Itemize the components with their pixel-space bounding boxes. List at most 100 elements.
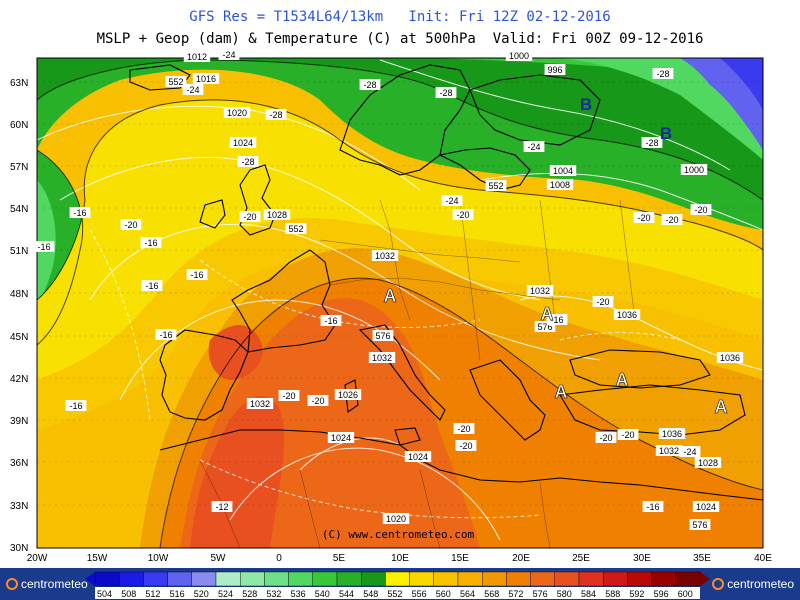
pressure-label-box (334, 389, 362, 400)
legend-swatch (409, 571, 435, 587)
pressure-label-box (404, 451, 432, 462)
legend-label-strip (95, 587, 700, 599)
pressure-label-box (694, 457, 722, 468)
lat-label: 54N (10, 204, 28, 215)
temperature-label: -28 (656, 69, 669, 79)
temperature-label: -24 (445, 196, 458, 206)
temperature-label-box (546, 314, 568, 325)
pressure-label-box (505, 50, 533, 61)
lon-label: 40E (754, 553, 772, 564)
legend-swatch (530, 571, 555, 587)
temperature-label-box (69, 207, 91, 218)
legend-value: 552 (387, 589, 402, 599)
temperature-label: -16 (324, 316, 337, 326)
pressure-label: 1000 (684, 165, 704, 175)
lon-label: 20E (512, 553, 530, 564)
pressure-label-box (382, 513, 410, 524)
temperature-label-box (633, 212, 655, 223)
pressure-label: 1032 (659, 446, 679, 456)
legend-value: 564 (460, 589, 475, 599)
legend-value: 588 (605, 589, 620, 599)
pressure-label: 1020 (227, 108, 247, 118)
pressure-label: 1032 (375, 251, 395, 261)
pressure-label: 1016 (196, 74, 216, 84)
lon-label: 10W (148, 553, 169, 564)
geopotential-label-box (485, 180, 507, 191)
temperature-label: -28 (363, 80, 376, 90)
temperature-label: -16 (69, 401, 82, 411)
low-pressure-marker: B (660, 124, 672, 143)
legend-value: 600 (678, 589, 693, 599)
geopotential-fill (37, 58, 763, 548)
temperature-label: -24 (186, 85, 199, 95)
temperature-label: -28 (241, 157, 254, 167)
pressure-label-box (263, 209, 291, 220)
lat-label: 60N (10, 120, 28, 131)
pressure-label-box (368, 352, 396, 363)
pressure-label-box (655, 445, 683, 456)
pressure-label: 1024 (331, 433, 351, 443)
temperature-label-box (140, 237, 162, 248)
temperature-label: -16 (550, 315, 563, 325)
temperature-label: -20 (311, 396, 324, 406)
legend-value: 532 (266, 589, 281, 599)
temperature-label: -16 (159, 330, 172, 340)
lat-label: 39N (10, 416, 28, 427)
temperature-label: -24 (683, 447, 696, 457)
temperature-label-box (592, 296, 614, 307)
temperature-label-box (120, 219, 142, 230)
temperature-label-box (441, 195, 463, 206)
pressure-label-box (658, 428, 686, 439)
temperature-label: -28 (439, 88, 452, 98)
temperature-label: -20 (665, 215, 678, 225)
legend-value: 568 (484, 589, 499, 599)
temperature-label: -20 (124, 220, 137, 230)
temperature-label: -16 (144, 238, 157, 248)
legend-swatch (506, 571, 531, 587)
temperature-label-box (239, 211, 261, 222)
geopotential-label-box (165, 76, 187, 87)
temperature-label-box (182, 84, 204, 95)
temperature-label: -20 (637, 213, 650, 223)
temperature-label-box (155, 329, 177, 340)
header-line-2: MSLP + Geop (dam) & Temperature (C) at 5… (96, 31, 704, 47)
high-pressure-marker: A (541, 304, 554, 324)
lon-label: 30E (633, 553, 651, 564)
temperature-label-box (523, 141, 545, 152)
high-pressure-marker: A (384, 286, 397, 306)
pressure-label: 1024 (696, 502, 716, 512)
pressure-label: 1028 (267, 210, 287, 220)
geopotential-label-box (689, 519, 711, 530)
temperature-label-box (33, 241, 55, 252)
pressure-label: 1004 (553, 166, 573, 176)
pressure-label: 1036 (617, 310, 637, 320)
lon-label: 5W (211, 553, 227, 564)
pressure-label-box (229, 137, 257, 148)
geopotential-label-box (372, 330, 394, 341)
legend-value: 576 (533, 589, 548, 599)
temperature-label: -20 (599, 433, 612, 443)
temperature-label-box (679, 446, 701, 457)
legend-swatch (627, 571, 652, 587)
temperature-label-box (320, 315, 342, 326)
pressure-label: 1008 (550, 180, 570, 190)
geopotential-label-box (534, 321, 556, 332)
legend-swatch (433, 571, 459, 587)
pressure-label-box (546, 179, 574, 190)
pressure-label: 1036 (720, 353, 740, 363)
temperature-label: -20 (459, 441, 472, 451)
temperature-label-box (652, 68, 674, 79)
geopotential-label: 552 (488, 181, 503, 191)
temperature-label: -28 (269, 110, 282, 120)
legend-swatch (675, 571, 701, 587)
color-legend: 504 508 512 516 520 524 528 532 536 540 544 548 552 5… (0, 568, 800, 600)
legend-swatch (167, 571, 193, 587)
pressure-label: 1028 (698, 458, 718, 468)
temperature-label: -20 (694, 205, 707, 215)
legend-value: 596 (654, 589, 669, 599)
temperature-label: -16 (145, 281, 158, 291)
lat-label: 30N (10, 543, 28, 554)
legend-arrow-low (85, 572, 95, 586)
legend-swatch (143, 571, 168, 587)
legend-swatch (554, 571, 580, 587)
